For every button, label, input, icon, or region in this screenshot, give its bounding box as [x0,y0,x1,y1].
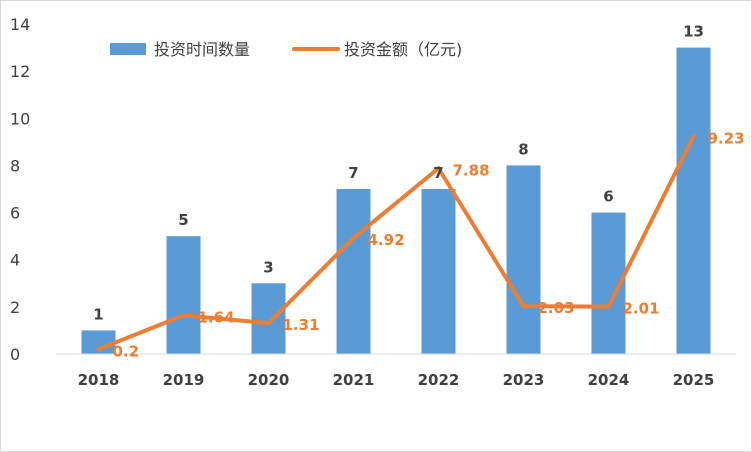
bar-data-label: 7 [348,164,358,182]
line-data-label: 1.31 [283,316,320,334]
bar [167,236,201,354]
bar-data-label: 6 [603,188,613,206]
line-data-label: 0.2 [113,342,140,360]
x-tick-label: 2021 [333,371,375,389]
bar-data-label: 8 [518,140,528,158]
line-point [522,304,526,308]
x-tick-label: 2025 [673,371,715,389]
line-data-label: 4.92 [368,231,405,249]
x-tick-label: 2022 [418,371,460,389]
x-tick-label: 2020 [248,371,290,389]
bar-data-label: 1 [93,305,103,323]
y-tick-label: 6 [10,204,20,223]
bar [507,165,541,354]
bar [252,283,286,354]
legend: 投资时间数量 投资金额（亿元) [110,40,462,59]
line-data-label: 2.03 [538,299,575,317]
line-data-label: 7.88 [453,161,490,179]
line-point [607,305,611,309]
bar-data-label: 7 [433,164,443,182]
bar [677,48,711,354]
y-axis: 0 2 4 6 8 10 12 14 [10,15,30,364]
line-point [182,313,186,317]
x-tick-label: 2023 [503,371,545,389]
x-tick-label: 2018 [78,371,120,389]
y-tick-label: 0 [10,345,20,364]
line-data-label: 9.23 [708,129,745,147]
bar [337,189,371,354]
y-tick-label: 14 [10,15,30,34]
line-point [267,321,271,325]
bar-data-label: 13 [683,23,704,41]
bar-data-label: 3 [263,258,273,276]
y-tick-label: 10 [10,109,30,128]
legend-label-bar: 投资时间数量 [154,40,250,59]
line-point [352,236,356,240]
line-point [692,134,696,138]
x-tick-label: 2024 [588,371,630,389]
y-tick-label: 2 [10,298,20,317]
x-tick-label: 2019 [163,371,205,389]
x-axis: 2018 2019 2020 2021 2022 2023 2024 2025 [78,371,715,389]
y-tick-label: 12 [10,62,30,81]
line-data-label: 2.01 [623,300,660,318]
line-data-label: 1.64 [198,308,235,326]
y-tick-label: 4 [10,251,20,270]
line-point [97,347,101,351]
bar-data-label: 5 [178,211,188,229]
y-tick-label: 8 [10,156,20,175]
legend-label-line: 投资金额（亿元) [344,40,462,59]
bar [422,189,456,354]
legend-swatch-bar [110,43,146,55]
